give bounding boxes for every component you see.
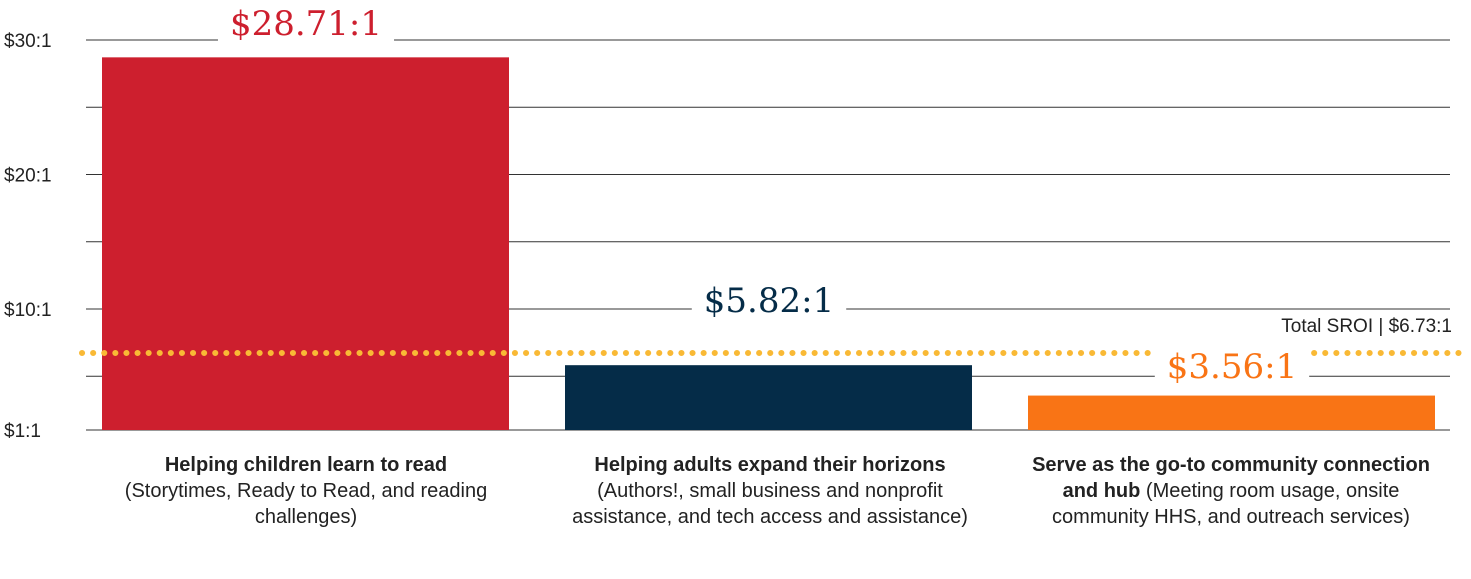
y-tick-label: $1:1 xyxy=(4,421,41,442)
category-label-2: Serve as the go-to community connection … xyxy=(1021,452,1441,530)
y-tick-label: $30:1 xyxy=(4,31,52,52)
category-label-2-bold: Serve as the go-to community connection … xyxy=(1032,454,1430,502)
category-label-1-bold: Helping adults expand their horizons xyxy=(594,454,946,476)
bars xyxy=(102,57,1435,431)
value-label-2: $3.56:1 xyxy=(1167,347,1297,387)
bar-1 xyxy=(565,365,972,430)
category-label-0-bold: Helping children learn to read xyxy=(164,454,448,476)
total-sroi-label: Total SROI | $6.73:1 xyxy=(1281,316,1452,337)
category-label-0: Helping children learn to read (Storytim… xyxy=(96,452,516,530)
value-label-bg xyxy=(691,282,847,320)
category-label-1-detail: (Authors!, small business and nonprofit … xyxy=(572,480,968,528)
bar-0 xyxy=(102,57,509,431)
bar-2 xyxy=(1028,395,1435,430)
category-label-2-detail: (Meeting room usage, onsite community HH… xyxy=(1052,480,1410,528)
y-tick-label: $20:1 xyxy=(4,165,52,186)
y-tick-label: $10:1 xyxy=(4,300,52,321)
value-label-bg xyxy=(217,5,395,43)
value-label-1: $5.82:1 xyxy=(704,281,834,321)
category-label-0-detail: (Storytimes, Ready to Read, and reading … xyxy=(124,480,488,528)
value-labels: $28.71:1 $5.82:1 $3.56:1 xyxy=(217,4,1310,387)
category-label-1: Helping adults expand their horizons (Au… xyxy=(560,452,980,530)
value-label-0: $28.71:1 xyxy=(230,4,382,44)
value-label-bg xyxy=(1154,348,1310,386)
